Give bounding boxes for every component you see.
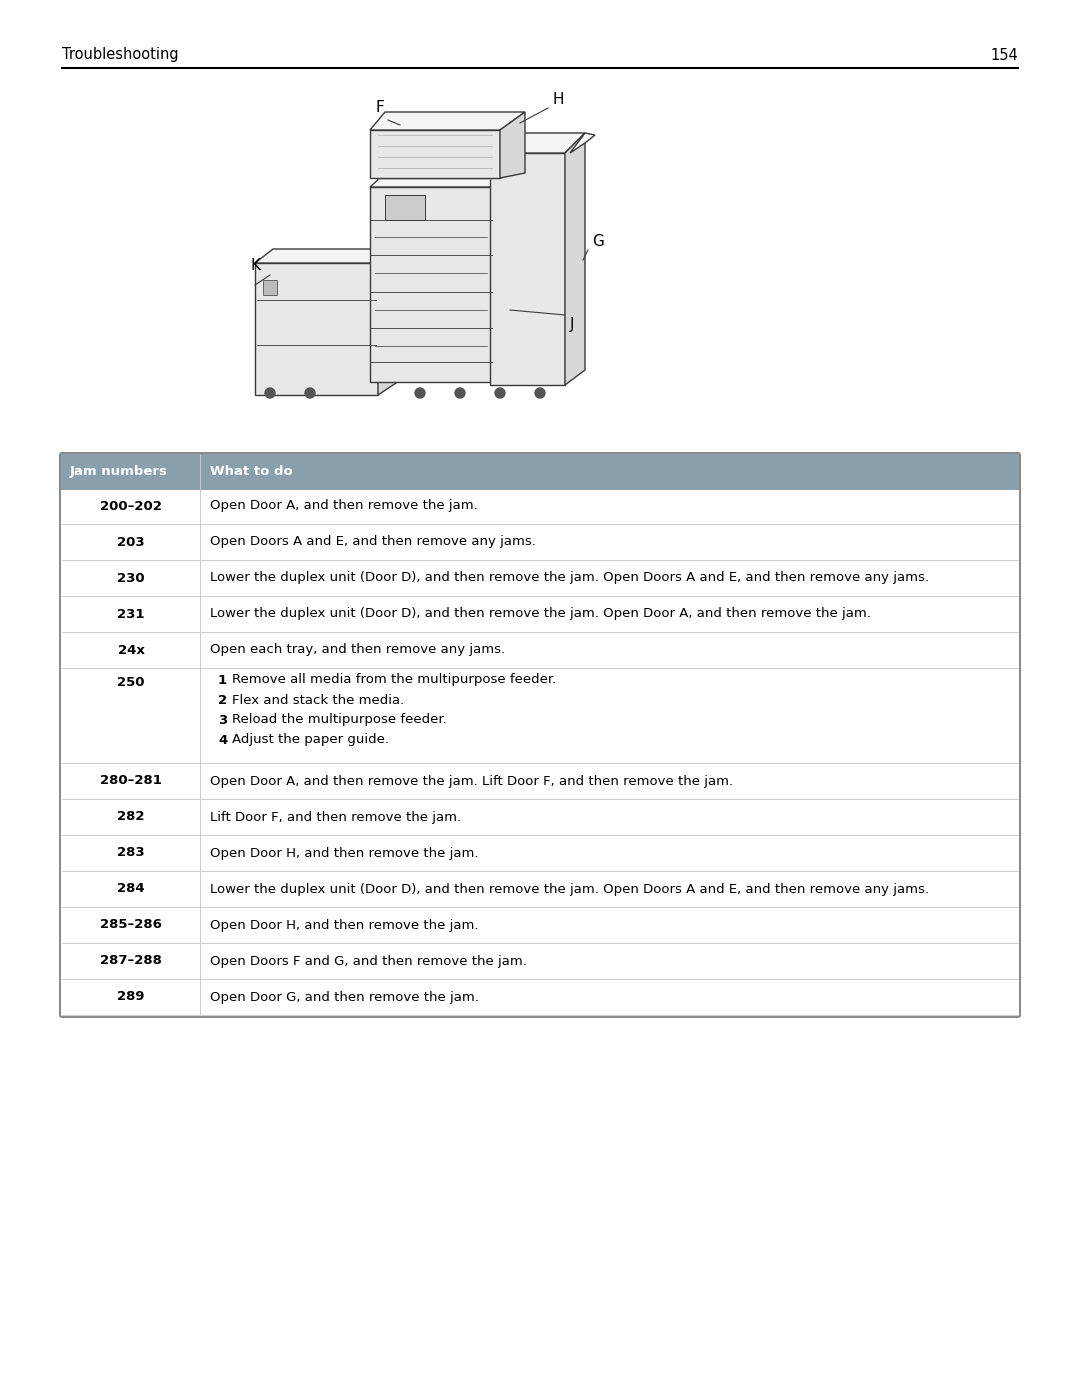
Circle shape xyxy=(495,388,505,398)
Text: 4: 4 xyxy=(218,733,227,746)
Text: K: K xyxy=(249,257,260,272)
Circle shape xyxy=(535,388,545,398)
Polygon shape xyxy=(255,263,378,395)
Polygon shape xyxy=(570,133,595,154)
Bar xyxy=(62,943,1018,979)
Bar xyxy=(62,488,1018,524)
Text: Open each tray, and then remove any jams.: Open each tray, and then remove any jams… xyxy=(210,644,505,657)
Text: 280–281: 280–281 xyxy=(100,774,162,788)
Text: 287–288: 287–288 xyxy=(100,954,162,968)
Polygon shape xyxy=(370,130,500,177)
Text: Lift Door F, and then remove the jam.: Lift Door F, and then remove the jam. xyxy=(210,810,461,823)
Text: Open Doors A and E, and then remove any jams.: Open Doors A and E, and then remove any … xyxy=(210,535,536,549)
Text: Open Door A, and then remove the jam.: Open Door A, and then remove the jam. xyxy=(210,500,477,513)
Polygon shape xyxy=(264,279,276,295)
Text: Open Door A, and then remove the jam. Lift Door F, and then remove the jam.: Open Door A, and then remove the jam. Li… xyxy=(210,774,733,788)
Polygon shape xyxy=(370,187,492,381)
Bar xyxy=(62,799,1018,835)
Text: 231: 231 xyxy=(118,608,145,620)
Bar xyxy=(62,668,1018,763)
FancyBboxPatch shape xyxy=(60,453,1020,490)
Text: 289: 289 xyxy=(118,990,145,1003)
Polygon shape xyxy=(255,249,396,263)
Text: Troubleshooting: Troubleshooting xyxy=(62,47,178,63)
Circle shape xyxy=(455,388,465,398)
Text: 154: 154 xyxy=(990,47,1018,63)
Text: Open Door H, and then remove the jam.: Open Door H, and then remove the jam. xyxy=(210,847,478,859)
Text: J: J xyxy=(570,317,575,332)
Polygon shape xyxy=(370,112,525,130)
Text: Lower the duplex unit (Door D), and then remove the jam. Open Door A, and then r: Lower the duplex unit (Door D), and then… xyxy=(210,608,870,620)
Text: Reload the multipurpose feeder.: Reload the multipurpose feeder. xyxy=(232,714,447,726)
Text: G: G xyxy=(592,235,604,250)
Bar xyxy=(62,907,1018,943)
Text: 250: 250 xyxy=(118,676,145,689)
Circle shape xyxy=(265,388,275,398)
Text: Adjust the paper guide.: Adjust the paper guide. xyxy=(232,733,389,746)
Bar xyxy=(62,524,1018,560)
Text: Lower the duplex unit (Door D), and then remove the jam. Open Doors A and E, and: Lower the duplex unit (Door D), and then… xyxy=(210,571,929,584)
Text: Open Door H, and then remove the jam.: Open Door H, and then remove the jam. xyxy=(210,918,478,932)
Polygon shape xyxy=(378,249,396,395)
Polygon shape xyxy=(500,112,525,177)
Polygon shape xyxy=(490,154,565,386)
Text: 24x: 24x xyxy=(118,644,145,657)
Bar xyxy=(62,979,1018,1016)
Text: Open Door G, and then remove the jam.: Open Door G, and then remove the jam. xyxy=(210,990,478,1003)
Bar xyxy=(62,835,1018,870)
Text: Lower the duplex unit (Door D), and then remove the jam. Open Doors A and E, and: Lower the duplex unit (Door D), and then… xyxy=(210,883,929,895)
Text: F: F xyxy=(376,101,384,116)
Polygon shape xyxy=(490,133,585,154)
Polygon shape xyxy=(384,196,426,219)
Text: Flex and stack the media.: Flex and stack the media. xyxy=(232,693,404,707)
Bar xyxy=(62,597,1018,631)
Polygon shape xyxy=(565,133,585,386)
Polygon shape xyxy=(370,168,510,187)
Circle shape xyxy=(305,388,315,398)
Text: 200–202: 200–202 xyxy=(100,500,162,513)
Text: 285–286: 285–286 xyxy=(100,918,162,932)
Text: 230: 230 xyxy=(118,571,145,584)
Bar xyxy=(62,870,1018,907)
Text: 2: 2 xyxy=(218,693,227,707)
Text: Open Doors F and G, and then remove the jam.: Open Doors F and G, and then remove the … xyxy=(210,954,527,968)
Text: 1: 1 xyxy=(218,673,227,686)
Text: 3: 3 xyxy=(218,714,227,726)
Text: What to do: What to do xyxy=(210,465,293,478)
Text: 282: 282 xyxy=(118,810,145,823)
Text: Jam numbers: Jam numbers xyxy=(70,465,167,478)
Text: 283: 283 xyxy=(118,847,145,859)
Text: Remove all media from the multipurpose feeder.: Remove all media from the multipurpose f… xyxy=(232,673,556,686)
Bar xyxy=(62,763,1018,799)
Text: H: H xyxy=(552,92,564,108)
Bar xyxy=(62,631,1018,668)
FancyBboxPatch shape xyxy=(60,453,1020,1017)
Bar xyxy=(62,560,1018,597)
Text: 284: 284 xyxy=(118,883,145,895)
Circle shape xyxy=(415,388,426,398)
Text: 203: 203 xyxy=(118,535,145,549)
